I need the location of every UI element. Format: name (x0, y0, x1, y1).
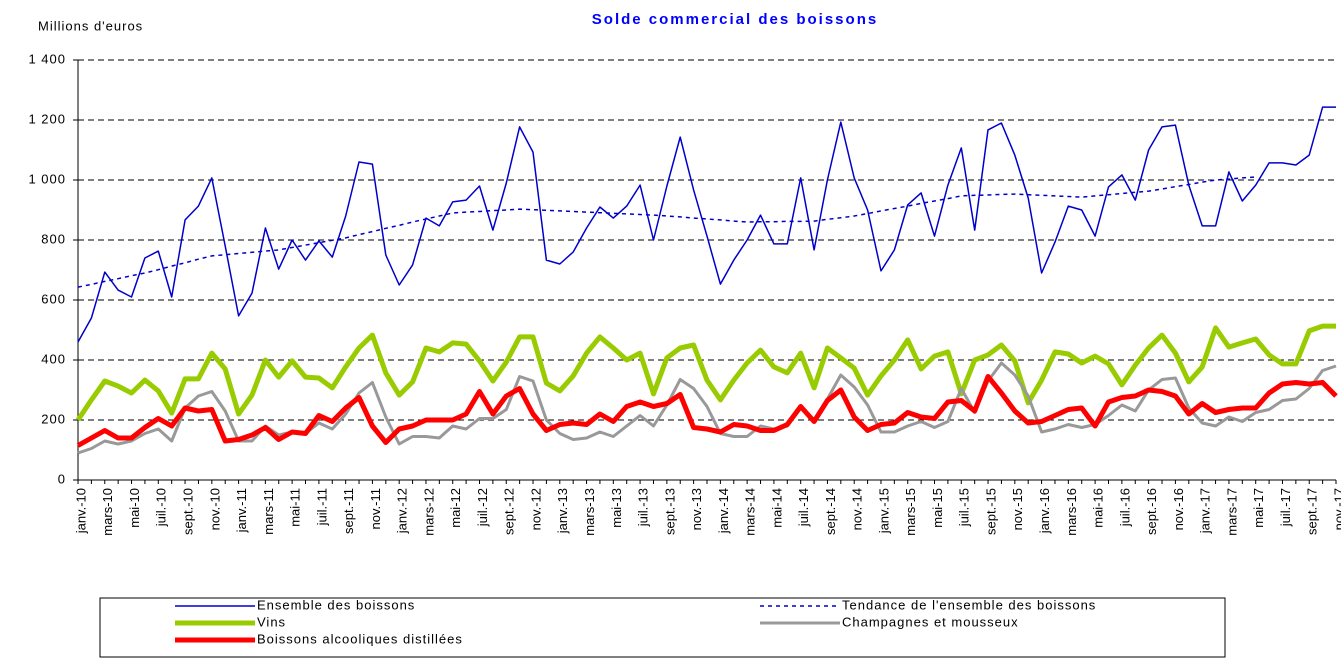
legend-label: Champagnes et mousseux (842, 614, 1019, 629)
x-tick-label: mai-13 (609, 488, 624, 528)
x-tick-label: janv.-13 (555, 488, 570, 534)
x-tick-label: sept.-15 (983, 488, 998, 535)
x-tick-label: mars-15 (903, 488, 918, 536)
y-tick-label: 400 (41, 351, 66, 366)
series-line (76, 374, 1338, 448)
x-tick-label: juil.-10 (154, 488, 169, 527)
x-tick-label: janv.-10 (73, 488, 88, 534)
series-line (75, 323, 1336, 422)
x-tick-label: sept.-13 (662, 488, 677, 535)
x-tick-label: juil.-16 (1117, 488, 1132, 527)
x-tick-label: nov.-16 (1171, 488, 1186, 530)
y-axis-label: Millions d'euros (38, 18, 143, 33)
legend-label: Ensemble des boissons (257, 597, 415, 612)
x-tick-label: sept.-10 (181, 488, 196, 535)
x-tick-label: juil.-13 (636, 488, 651, 527)
y-tick-label: 600 (41, 291, 66, 306)
legend-label: Boissons alcooliques distillées (257, 631, 463, 646)
x-tick-label: mars-11 (261, 488, 276, 535)
x-tick-label: juil.-17 (1278, 488, 1293, 527)
legend-box (99, 597, 1226, 658)
x-tick-label: nov.-15 (1010, 488, 1025, 530)
legend-label: Tendance de l'ensemble des boissons (842, 597, 1096, 612)
y-tick-label: 800 (41, 231, 66, 246)
y-tick-label: 200 (41, 411, 66, 426)
y-tick-label: 1 400 (28, 51, 66, 66)
x-tick-label: nov.-11 (368, 488, 383, 529)
legend-label: Vins (257, 614, 286, 629)
x-tick-label: juil.-11 (314, 488, 329, 526)
x-tick-label: sept.-17 (1305, 488, 1320, 535)
x-tick-label: mai-14 (769, 488, 784, 528)
x-tick-label: janv.-15 (876, 488, 891, 534)
chart-title: Solde commercial des boissons (592, 11, 878, 28)
x-tick-label: janv.-17 (1198, 488, 1213, 534)
x-tick-label: janv.-14 (716, 488, 731, 534)
x-tick-label: juil.-15 (957, 488, 972, 527)
x-tick-label: nov.-14 (850, 488, 865, 530)
x-tick-label: mars-14 (743, 488, 758, 536)
x-tick-label: mai-10 (127, 488, 142, 528)
x-tick-label: mai-16 (1091, 488, 1106, 528)
y-tick-label: 1 200 (28, 111, 66, 126)
x-tick-label: mai-17 (1251, 488, 1266, 528)
y-tick-label: 0 (58, 471, 66, 486)
x-tick-label: mai-12 (448, 488, 463, 528)
x-tick-label: juil.-12 (475, 488, 490, 527)
x-tick-label: mai-15 (930, 488, 945, 528)
y-tick-label: 1 000 (28, 171, 66, 186)
x-tick-label: sept.-14 (823, 488, 838, 535)
x-tick-label: mai-11 (288, 488, 303, 527)
x-tick-label: nov.-13 (689, 488, 704, 530)
x-tick-label: janv.-12 (395, 488, 410, 534)
x-tick-label: juil.-14 (796, 488, 811, 527)
x-tick-label: mars-12 (421, 488, 436, 536)
x-tick-label: mars-16 (1064, 488, 1079, 536)
x-tick-label: janv.-11 (234, 488, 249, 533)
x-tick-label: sept.-11 (341, 488, 356, 534)
series-line (77, 176, 1256, 288)
x-tick-label: mars-17 (1224, 488, 1239, 536)
series-line (77, 106, 1336, 343)
x-tick-label: sept.-12 (502, 488, 517, 535)
x-tick-label: janv.-16 (1037, 488, 1052, 534)
x-tick-label: mars-10 (100, 488, 115, 536)
x-tick-label: nov.-17 (1331, 488, 1341, 530)
x-tick-label: nov.-10 (207, 488, 222, 530)
x-tick-label: mars-13 (582, 488, 597, 536)
x-tick-label: sept.-16 (1144, 488, 1159, 535)
x-tick-label: nov.-12 (528, 488, 543, 530)
